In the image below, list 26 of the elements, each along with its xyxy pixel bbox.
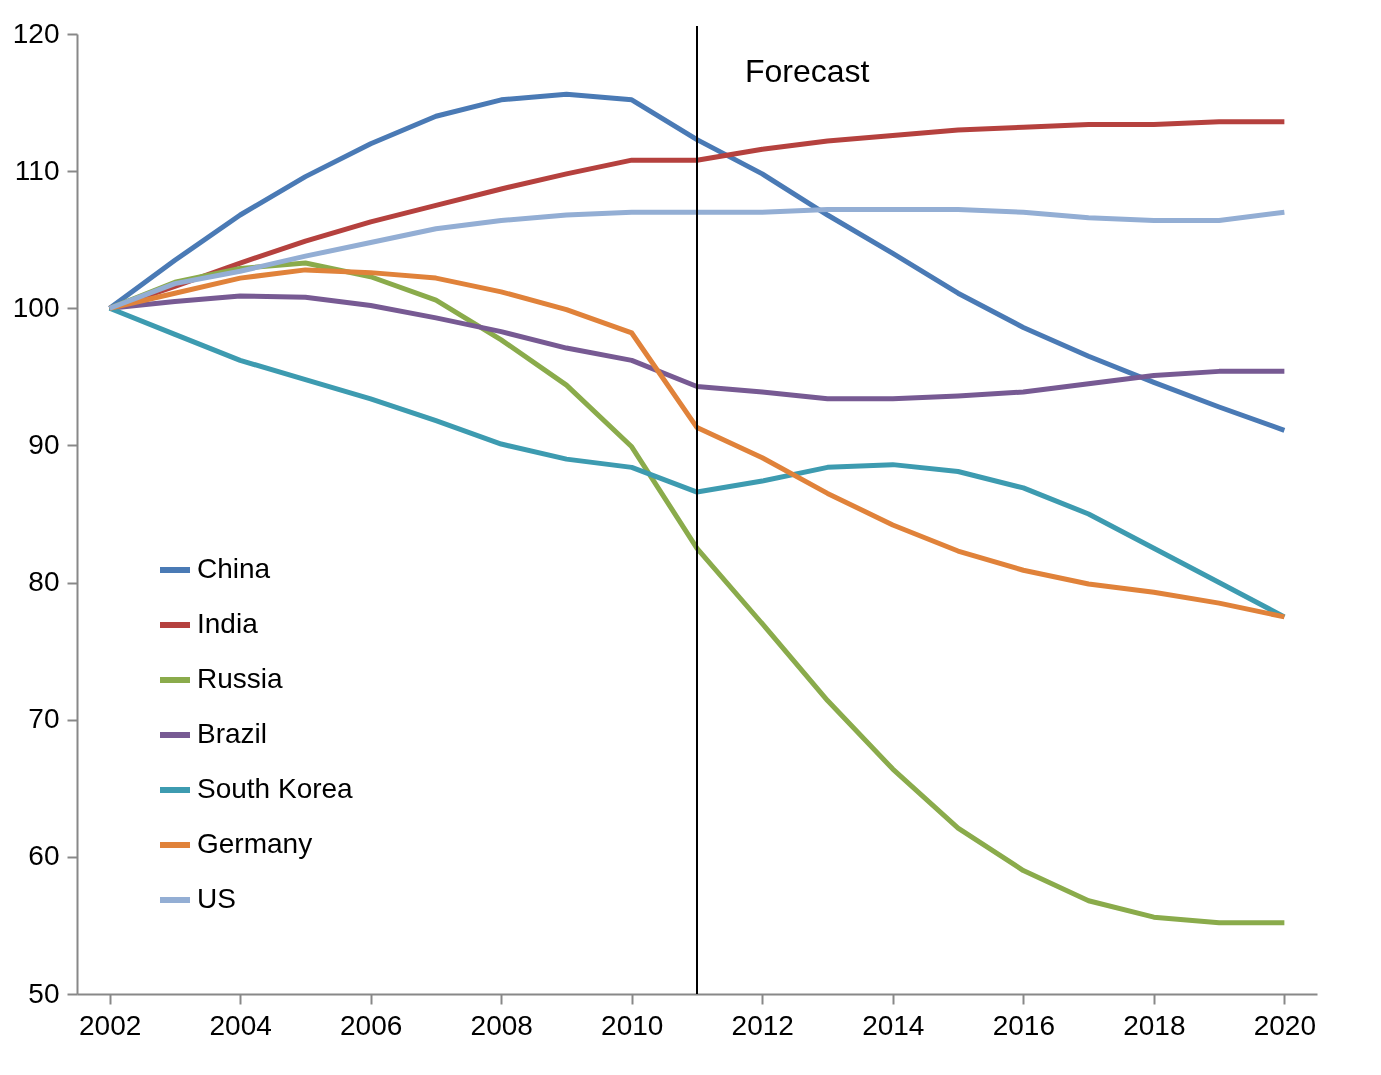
y-tick-label: 80 [28,566,60,598]
legend-label: US [197,883,236,914]
legend-label: South Korea [197,773,354,804]
y-tick-label: 50 [28,977,60,1009]
x-tick-label: 2008 [470,1009,533,1041]
y-tick-label: 70 [28,703,60,735]
legend-label: Germany [197,828,313,859]
x-tick-label: 2020 [1253,1009,1317,1041]
y-tick-label: 90 [28,428,60,460]
y-tick-label: 120 [12,17,60,49]
x-tick-label: 2016 [992,1009,1055,1041]
y-tick-label: 110 [14,154,60,186]
x-tick-label: 2018 [1123,1009,1186,1041]
y-tick-label: 100 [12,291,60,323]
x-tick-label: 2010 [601,1009,664,1041]
legend-label: China [197,553,271,584]
legend-label: Brazil [197,718,268,749]
x-tick-label: 2002 [78,1009,142,1041]
x-tick-label: 2004 [209,1009,272,1041]
y-tick-label: 60 [28,840,60,872]
x-tick-label: 2014 [862,1009,925,1041]
annotation: Forecast [745,53,870,89]
x-tick-label: 2012 [731,1009,794,1041]
x-tick-label: 2006 [340,1009,403,1041]
legend-label: India [197,608,259,639]
legend-label: Russia [197,663,284,694]
